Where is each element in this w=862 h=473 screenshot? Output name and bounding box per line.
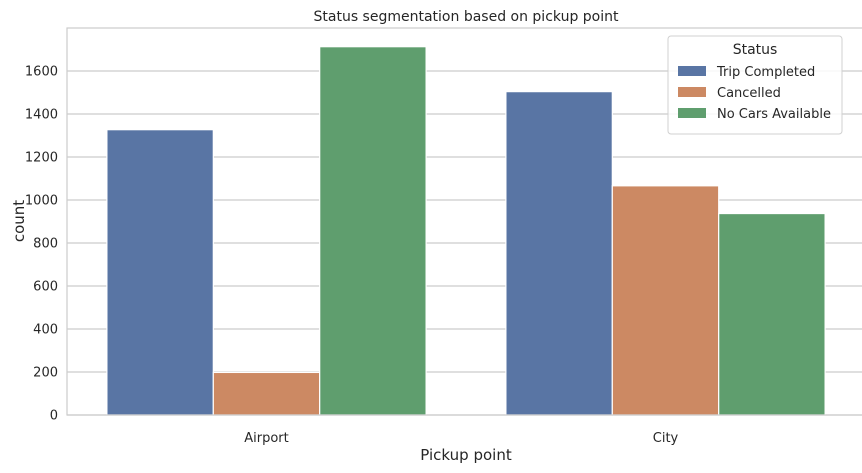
x-axis-label: Pickup point (420, 446, 512, 464)
y-tick-label: 0 (50, 409, 58, 424)
legend-title: Status (733, 42, 778, 58)
bars (106, 46, 826, 416)
legend-swatch (678, 108, 706, 118)
legend: Status Trip Completed Cancelled No Cars Av… (667, 35, 843, 135)
bar (106, 129, 214, 416)
legend-label: Cancelled (717, 86, 781, 101)
y-tick-label: 1400 (25, 108, 58, 123)
bar (505, 91, 613, 416)
y-tick-label: 1200 (25, 151, 58, 166)
bar (212, 371, 321, 416)
plot-frame (66, 27, 862, 416)
legend-box (667, 35, 843, 135)
y-tick-label: 600 (33, 280, 58, 295)
bar (718, 212, 826, 416)
bar (611, 185, 720, 416)
x-tick-label: Airport (244, 431, 289, 446)
y-tick-label: 200 (33, 366, 58, 381)
y-tick-label: 1600 (25, 65, 58, 80)
x-axis-ticks: Airport City (244, 431, 678, 446)
chart-title: Status segmentation based on pickup poin… (314, 9, 619, 25)
y-axis-ticks: 0 200 400 600 800 1000 1200 1400 1600 (25, 65, 58, 424)
y-tick-label: 800 (33, 237, 58, 252)
legend-label: No Cars Available (717, 107, 831, 122)
x-tick-label: City (653, 431, 679, 446)
y-tick-label: 400 (33, 323, 58, 338)
y-tick-label: 1000 (25, 194, 58, 209)
y-axis-label: count (10, 200, 28, 242)
bar (319, 46, 427, 416)
legend-swatch (678, 87, 706, 97)
legend-swatch (678, 66, 706, 76)
legend-label: Trip Completed (716, 65, 815, 80)
